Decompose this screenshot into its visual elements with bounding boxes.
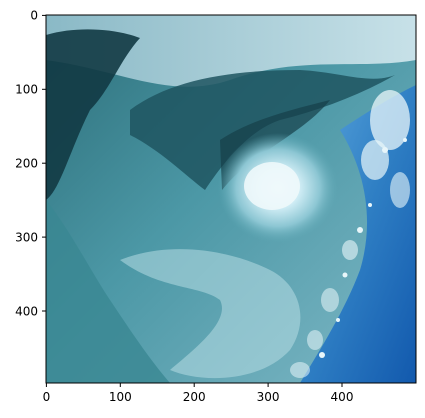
dark-streaks [130, 70, 395, 190]
y-tick-label: 200 [15, 157, 38, 171]
x-tick-label: 400 [331, 390, 354, 404]
x-tick-label: 100 [109, 390, 132, 404]
x-axis: 0 100 200 300 400 [43, 383, 354, 404]
barrel-core [244, 162, 300, 210]
spray-foam [290, 90, 410, 378]
x-tick-label: 0 [43, 390, 51, 404]
y-tick-label: 100 [15, 83, 38, 97]
y-axis: 0 100 200 300 400 [15, 9, 46, 319]
x-tick-label: 300 [257, 390, 280, 404]
y-tick-label: 400 [15, 305, 38, 319]
dark-shadow-upper-left [46, 29, 140, 200]
foam-swirl [120, 249, 301, 379]
left-water [46, 200, 170, 383]
y-tick-label: 300 [15, 231, 38, 245]
wave-image [46, 15, 416, 383]
wave-crest [46, 15, 416, 87]
plot-frame [45, 14, 417, 384]
x-tick-label: 200 [183, 390, 206, 404]
y-tick-label: 0 [30, 9, 38, 23]
